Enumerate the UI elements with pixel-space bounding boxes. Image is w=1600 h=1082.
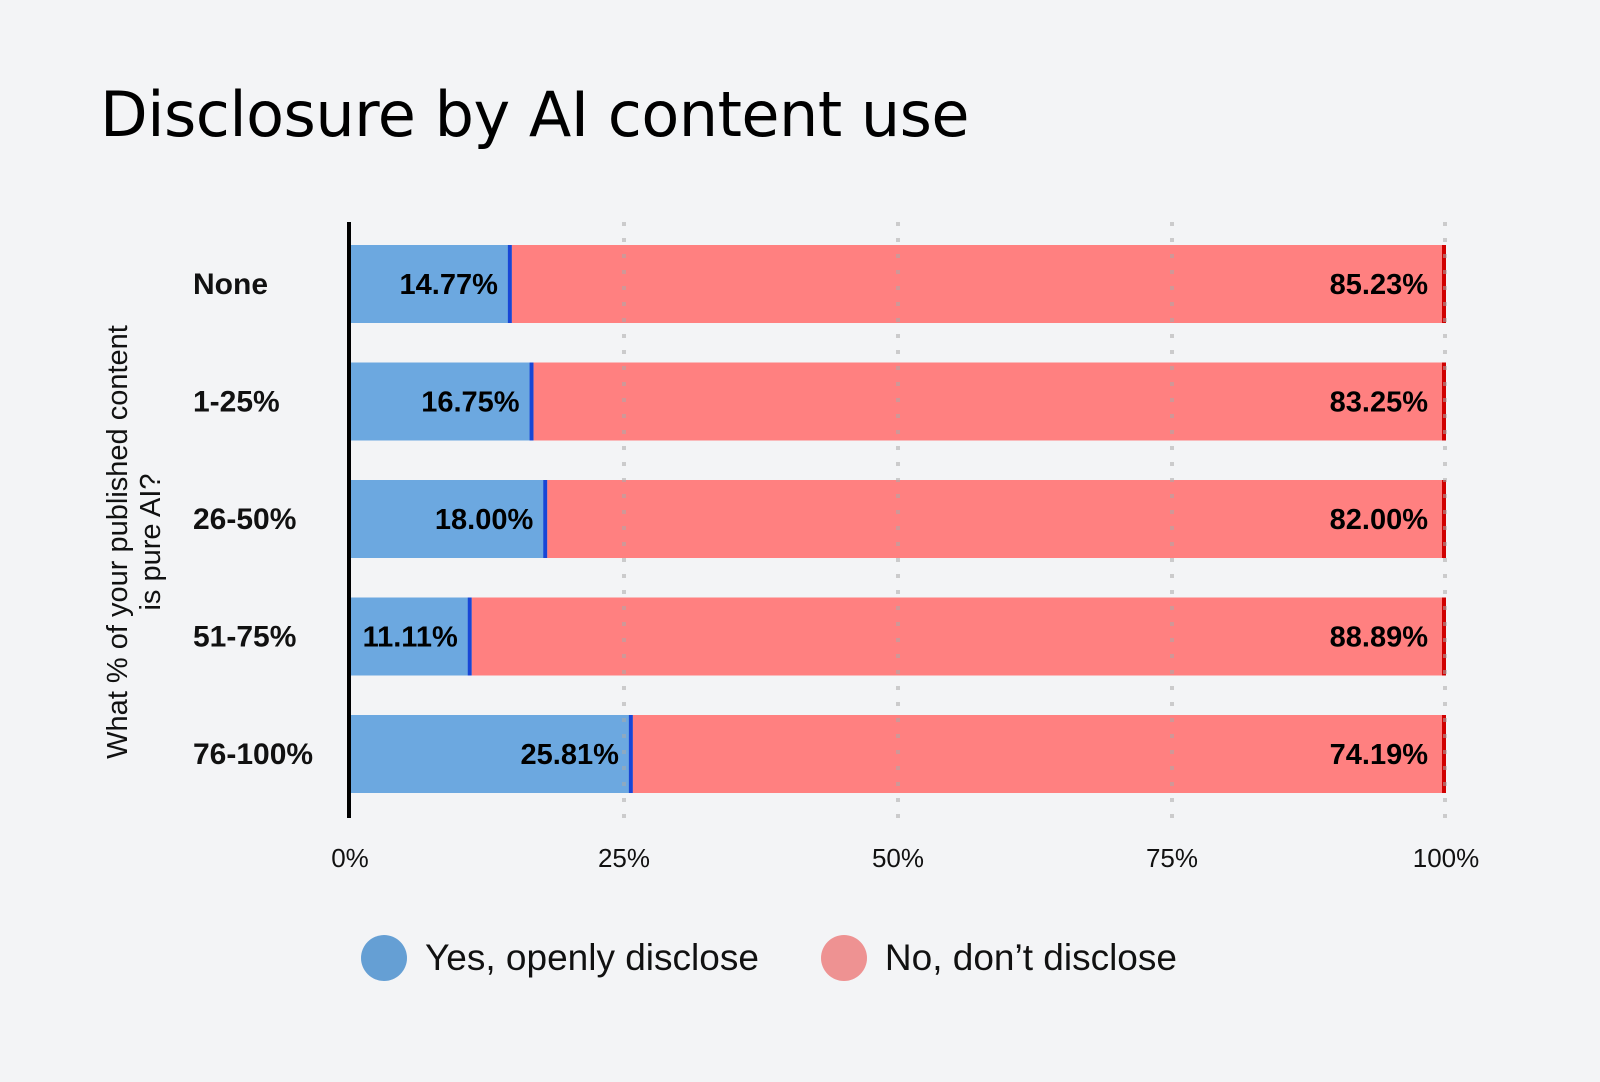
bar-yes-1 [350, 362, 534, 441]
bar-no-2 [547, 480, 1446, 558]
bar-edge-no-3 [1442, 597, 1446, 676]
x-tick-label-3: 75% [1146, 843, 1198, 873]
category-label-2: 26-50% [193, 503, 296, 536]
bar-edge-yes-3 [467, 597, 472, 676]
legend-item-no: No, don’t disclose [820, 935, 1177, 981]
bar-edge-no-0 [1442, 245, 1446, 323]
category-label-4: 76-100% [193, 738, 313, 771]
bar-no-0 [511, 245, 1446, 323]
x-tick-labels: 0% 25% 50% 75% 100% [331, 843, 1479, 873]
bar-edge-no-2 [1442, 480, 1446, 558]
legend-label-no: No, don’t disclose [884, 937, 1177, 978]
bar-yes-4 [350, 715, 633, 793]
value-label-yes-0: 14.77% [400, 269, 499, 301]
bars [350, 245, 1446, 793]
value-label-no-3: 88.89% [1330, 622, 1429, 654]
bar-edge-yes-1 [529, 362, 534, 441]
gridlines [622, 222, 1447, 818]
category-label-0: None [193, 268, 268, 301]
value-labels: 14.77% 85.23% 16.75% 83.25% 18.00% 82.00% 11.1… [363, 269, 1429, 771]
legend-swatch-no [820, 935, 867, 981]
value-label-no-4: 74.19% [1330, 739, 1429, 771]
category-labels: None 1-25% 26-50% 51-75% 76-100% [193, 268, 313, 771]
bar-yes-2 [350, 480, 548, 558]
category-label-3: 51-75% [193, 621, 296, 654]
x-tick-label-2: 50% [872, 843, 924, 873]
legend-item-yes: Yes, openly disclose [361, 935, 759, 981]
value-label-yes-3: 11.11% [363, 622, 458, 654]
y-axis-title-line-1: is pure AI? [135, 473, 167, 610]
bar-no-1 [533, 362, 1446, 441]
value-label-no-0: 85.23% [1330, 269, 1429, 301]
x-tick-label-0: 0% [331, 843, 369, 873]
y-axis-title: What % of your published content is pure … [102, 325, 167, 759]
bar-edge-yes-0 [507, 245, 512, 323]
value-label-no-1: 83.25% [1330, 387, 1429, 419]
bar-no-4 [632, 715, 1446, 793]
legend: Yes, openly disclose No, don’t disclose [361, 935, 1239, 981]
category-label-1: 1-25% [193, 386, 280, 419]
x-tick-label-4: 100% [1413, 843, 1480, 873]
value-label-yes-2: 18.00% [435, 504, 534, 536]
bar-yes-0 [350, 245, 512, 323]
x-tick-label-1: 25% [598, 843, 650, 873]
value-label-yes-4: 25.81% [521, 739, 620, 771]
bar-edge-yes-2 [543, 480, 548, 558]
value-label-yes-1: 16.75% [421, 387, 520, 419]
bar-edge-yes-4 [628, 715, 633, 793]
chart-title: Disclosure by AI content use [100, 78, 970, 151]
legend-swatch-yes [361, 935, 407, 981]
y-axis-title-line-0: What % of your published content [102, 325, 134, 759]
bar-yes-3 [350, 597, 472, 676]
value-label-no-2: 82.00% [1330, 504, 1429, 536]
legend-label-yes: Yes, openly disclose [425, 937, 759, 978]
bar-no-3 [471, 597, 1446, 676]
